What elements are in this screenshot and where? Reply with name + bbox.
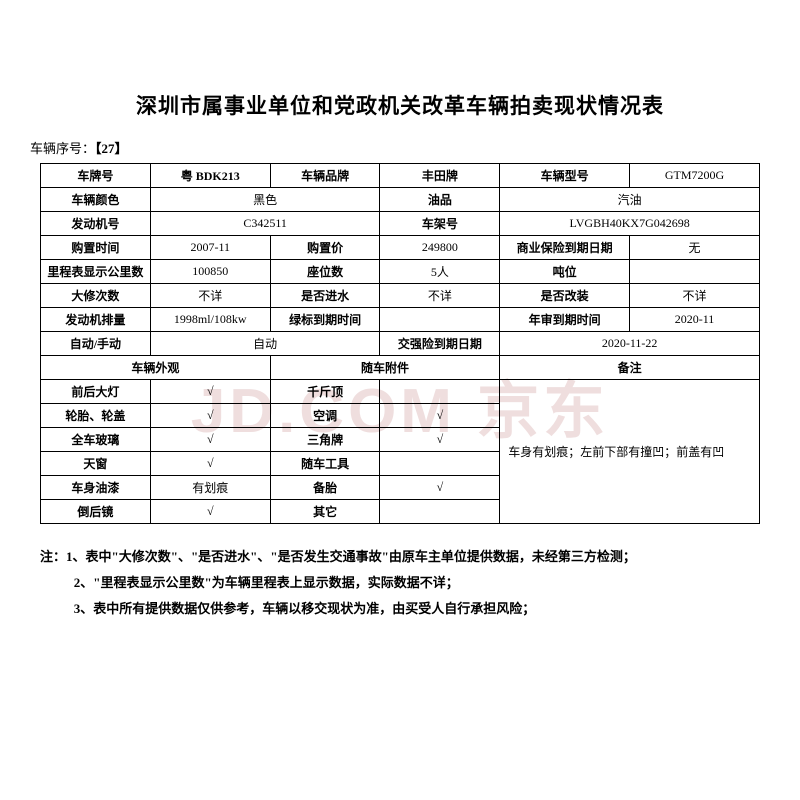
- note-1: 1、表中"大修次数"、"是否进水"、"是否发生交通事故"由原车主单位提供数据，未…: [66, 549, 636, 564]
- label-brand: 车辆品牌: [270, 164, 380, 188]
- val-jack: [380, 380, 500, 404]
- label-fuel: 油品: [380, 188, 500, 212]
- serial-label: 车辆序号：: [30, 141, 95, 156]
- table-row: 大修次数 不详 是否进水 不详 是否改装 不详: [41, 284, 760, 308]
- label-tire: 轮胎、轮盖: [41, 404, 151, 428]
- val-plate: 粤 BDK213: [150, 164, 270, 188]
- label-buyprice: 购置价: [270, 236, 380, 260]
- val-triangle: √: [380, 428, 500, 452]
- label-accessory: 随车附件: [270, 356, 500, 380]
- val-model: GTM7200G: [630, 164, 760, 188]
- label-tonnage: 吨位: [500, 260, 630, 284]
- label-vin: 车架号: [380, 212, 500, 236]
- label-green: 绿标到期时间: [270, 308, 380, 332]
- label-paint: 车身油漆: [41, 476, 151, 500]
- val-repairs: 不详: [150, 284, 270, 308]
- val-modified: 不详: [630, 284, 760, 308]
- label-seats: 座位数: [270, 260, 380, 284]
- label-trans: 自动/手动: [41, 332, 151, 356]
- val-fuel: 汽油: [500, 188, 760, 212]
- table-row: 发动机号 C342511 车架号 LVGBH40KX7G042698: [41, 212, 760, 236]
- val-other: [380, 500, 500, 524]
- label-water: 是否进水: [270, 284, 380, 308]
- val-compins: 2020-11-22: [500, 332, 760, 356]
- vehicle-table: 车牌号 粤 BDK213 车辆品牌 丰田牌 车辆型号 GTM7200G 车辆颜色…: [40, 163, 760, 524]
- serial-value: 【27】: [95, 141, 128, 156]
- label-compins: 交强险到期日期: [380, 332, 500, 356]
- val-mirror: √: [150, 500, 270, 524]
- notes-block: 注：1、表中"大修次数"、"是否进水"、"是否发生交通事故"由原车主单位提供数据…: [40, 544, 760, 622]
- val-headlight: √: [150, 380, 270, 404]
- page-title: 深圳市属事业单位和党政机关改革车辆拍卖现状情况表: [40, 90, 760, 120]
- label-buydate: 购置时间: [41, 236, 151, 260]
- val-glass: √: [150, 428, 270, 452]
- table-row: 前后大灯 √ 千斤顶 车身有划痕；左前下部有撞凹；前盖有凹: [41, 380, 760, 404]
- label-spare: 备胎: [270, 476, 380, 500]
- val-buydate: 2007-11: [150, 236, 270, 260]
- val-seats: 5人: [380, 260, 500, 284]
- label-jack: 千斤顶: [270, 380, 380, 404]
- label-odo: 里程表显示公里数: [41, 260, 151, 284]
- note-prefix: 注：: [40, 549, 66, 564]
- document-page: 深圳市属事业单位和党政机关改革车辆拍卖现状情况表 车辆序号：【27】 车牌号 粤…: [0, 0, 800, 622]
- label-exterior: 车辆外观: [41, 356, 271, 380]
- val-inspect: 2020-11: [630, 308, 760, 332]
- val-tire: √: [150, 404, 270, 428]
- label-triangle: 三角牌: [270, 428, 380, 452]
- label-color: 车辆颜色: [41, 188, 151, 212]
- val-color: 黑色: [150, 188, 380, 212]
- label-plate: 车牌号: [41, 164, 151, 188]
- val-brand: 丰田牌: [380, 164, 500, 188]
- table-row: 车辆外观 随车附件 备注: [41, 356, 760, 380]
- val-trans: 自动: [150, 332, 380, 356]
- val-buyprice: 249800: [380, 236, 500, 260]
- table-row: 车辆颜色 黑色 油品 汽油: [41, 188, 760, 212]
- label-engine: 发动机号: [41, 212, 151, 236]
- label-sunroof: 天窗: [41, 452, 151, 476]
- val-paint: 有划痕: [150, 476, 270, 500]
- label-repairs: 大修次数: [41, 284, 151, 308]
- note-line-2: 2、"里程表显示公里数"为车辆里程表上显示数据，实际数据不详；: [40, 570, 760, 596]
- label-model: 车辆型号: [500, 164, 630, 188]
- val-engine: C342511: [150, 212, 380, 236]
- label-inspect: 年审到期时间: [500, 308, 630, 332]
- serial-row: 车辆序号：【27】: [30, 138, 760, 157]
- val-green: [380, 308, 500, 332]
- label-disp: 发动机排量: [41, 308, 151, 332]
- label-other: 其它: [270, 500, 380, 524]
- val-tools: [380, 452, 500, 476]
- val-disp: 1998ml/108kw: [150, 308, 270, 332]
- label-insend: 商业保险到期日期: [500, 236, 630, 260]
- val-insend: 无: [630, 236, 760, 260]
- table-row: 车牌号 粤 BDK213 车辆品牌 丰田牌 车辆型号 GTM7200G: [41, 164, 760, 188]
- table-row: 购置时间 2007-11 购置价 249800 商业保险到期日期 无: [41, 236, 760, 260]
- val-spare: √: [380, 476, 500, 500]
- note-line-3: 3、表中所有提供数据仅供参考，车辆以移交现状为准，由买受人自行承担风险；: [40, 596, 760, 622]
- label-tools: 随车工具: [270, 452, 380, 476]
- label-glass: 全车玻璃: [41, 428, 151, 452]
- label-modified: 是否改装: [500, 284, 630, 308]
- val-water: 不详: [380, 284, 500, 308]
- val-vin: LVGBH40KX7G042698: [500, 212, 760, 236]
- note-line-1: 注：1、表中"大修次数"、"是否进水"、"是否发生交通事故"由原车主单位提供数据…: [40, 544, 760, 570]
- label-remark: 备注: [500, 356, 760, 380]
- table-row: 自动/手动 自动 交强险到期日期 2020-11-22: [41, 332, 760, 356]
- table-row: 发动机排量 1998ml/108kw 绿标到期时间 年审到期时间 2020-11: [41, 308, 760, 332]
- label-ac: 空调: [270, 404, 380, 428]
- val-sunroof: √: [150, 452, 270, 476]
- table-row: 里程表显示公里数 100850 座位数 5人 吨位: [41, 260, 760, 284]
- label-headlight: 前后大灯: [41, 380, 151, 404]
- val-odo: 100850: [150, 260, 270, 284]
- val-tonnage: [630, 260, 760, 284]
- label-mirror: 倒后镜: [41, 500, 151, 524]
- val-ac: √: [380, 404, 500, 428]
- val-remark: 车身有划痕；左前下部有撞凹；前盖有凹: [500, 380, 760, 524]
